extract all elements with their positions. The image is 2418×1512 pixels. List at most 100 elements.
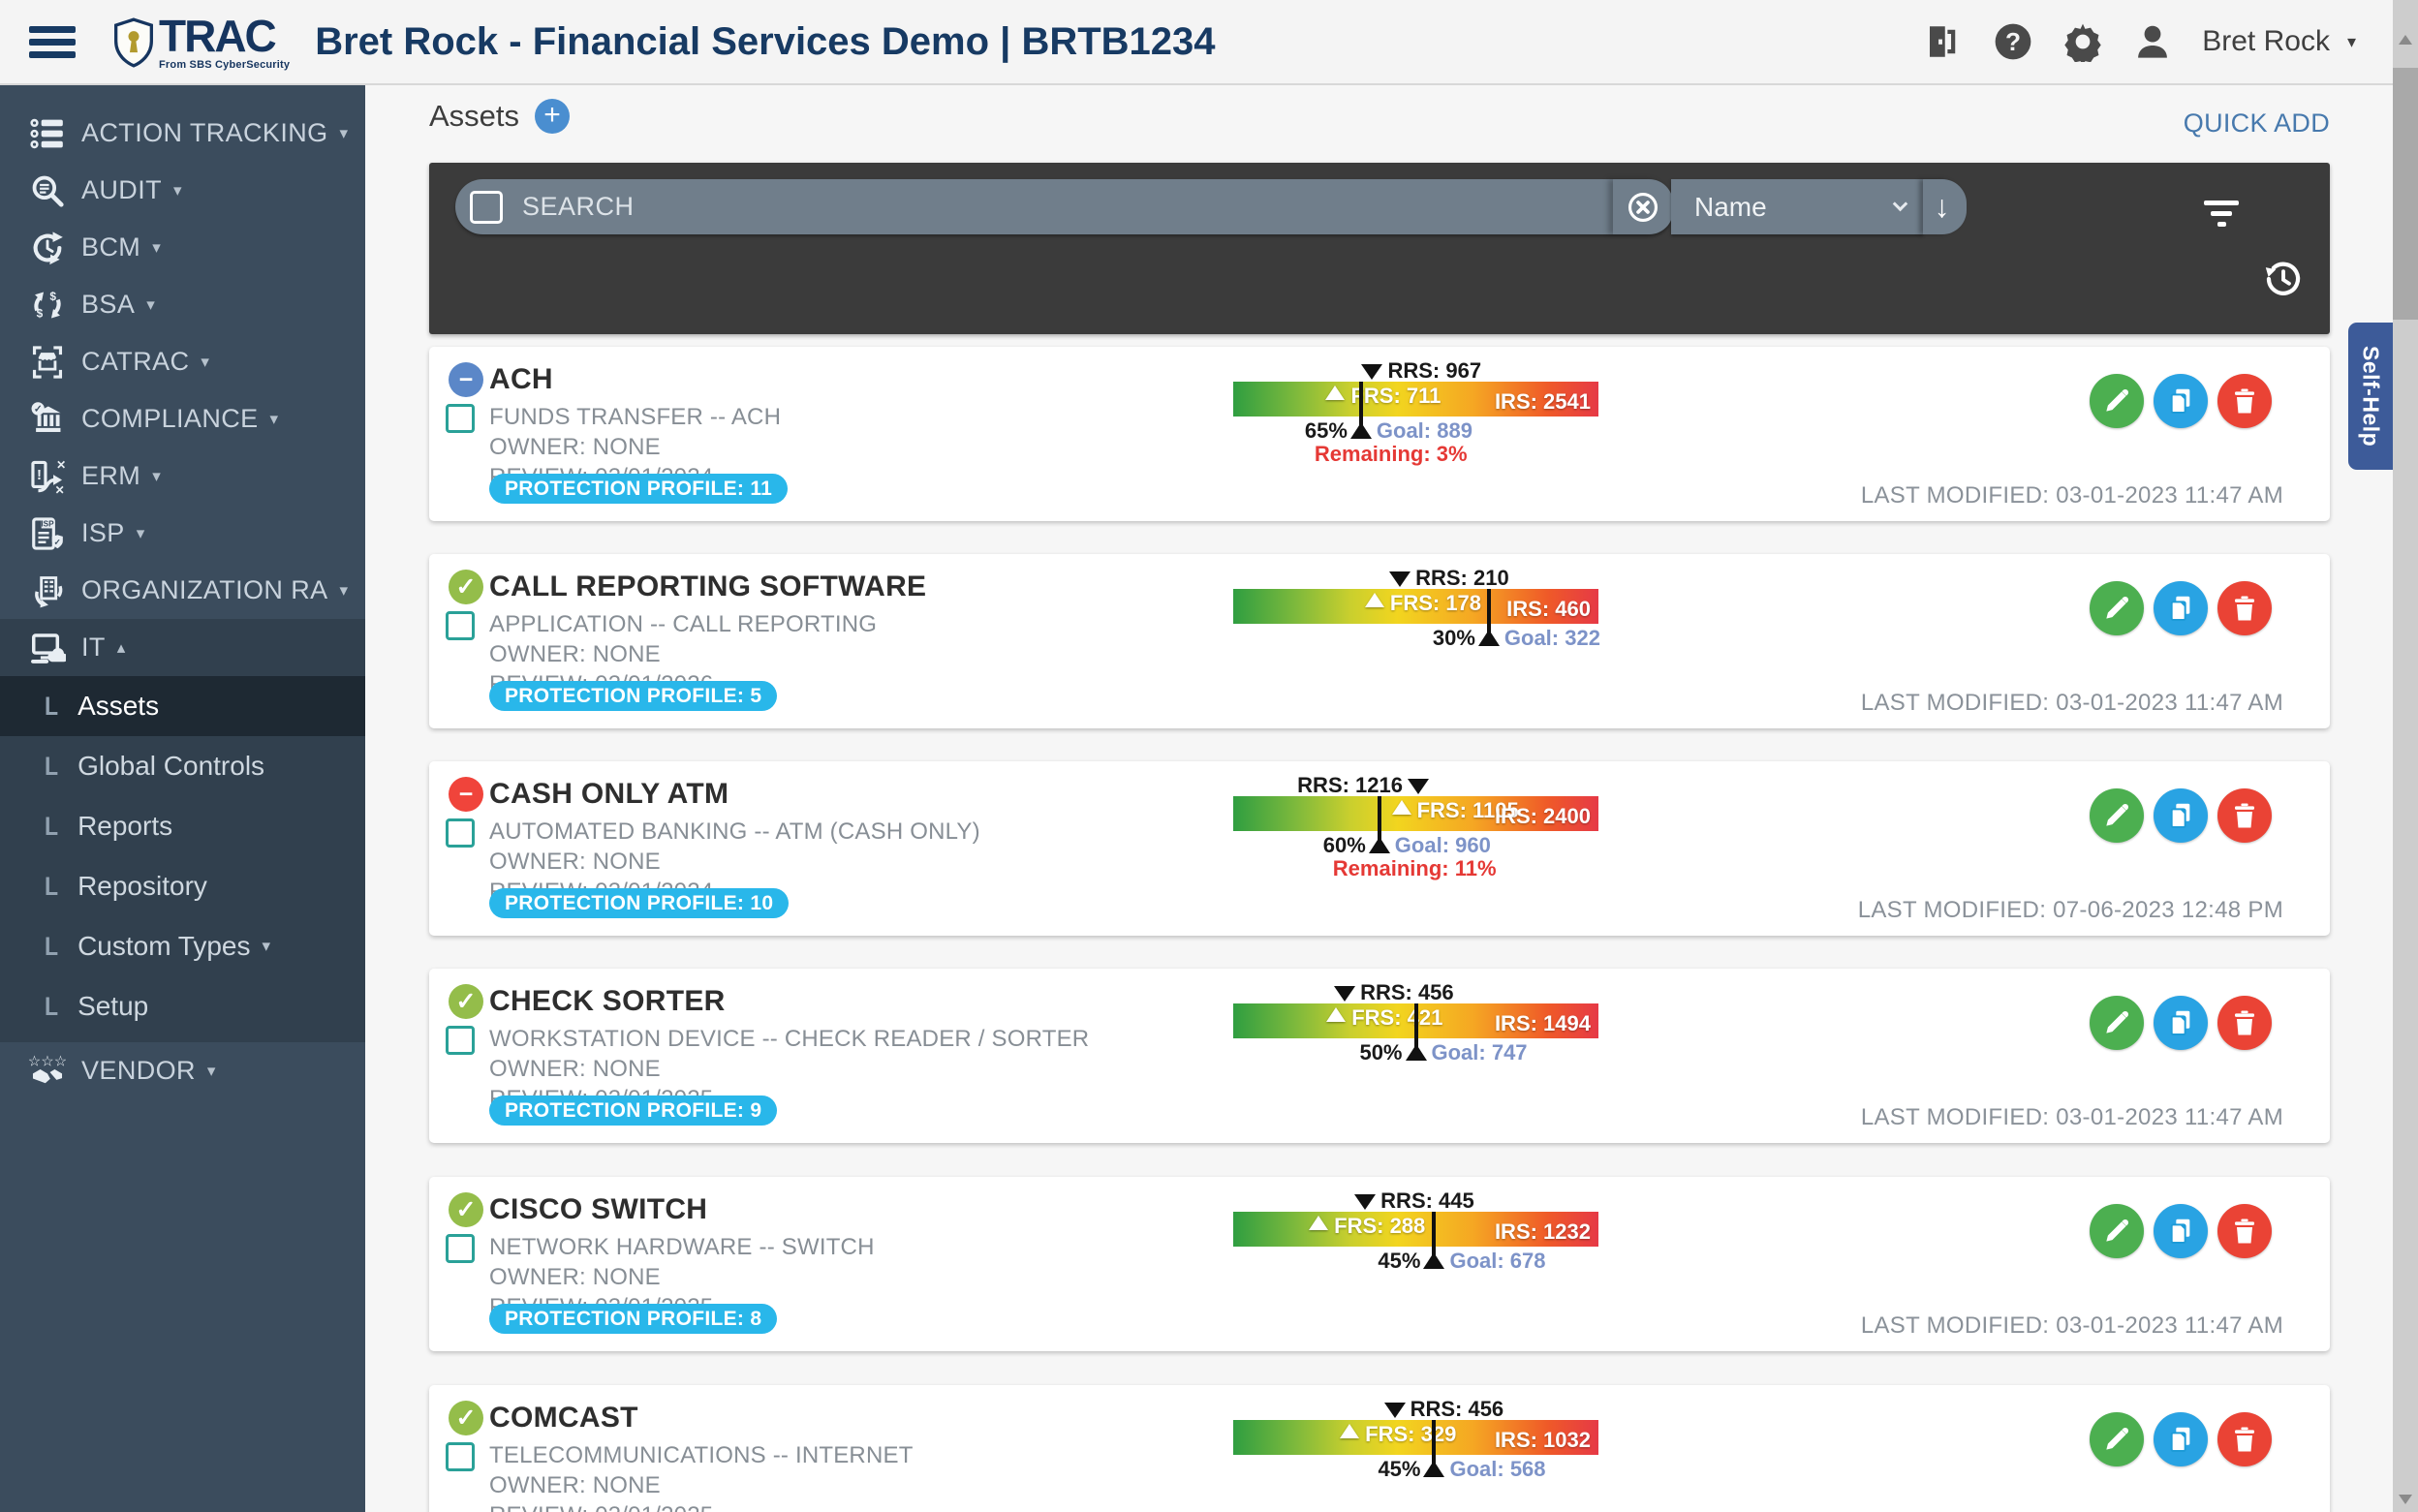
asset-name[interactable]: ACH — [489, 363, 553, 395]
sidebar-item-repository[interactable]: L Repository — [0, 856, 365, 916]
edit-button[interactable] — [2090, 1204, 2144, 1258]
asset-name[interactable]: CASH ONLY ATM — [489, 778, 729, 810]
scroll-down-icon[interactable] — [2399, 1495, 2412, 1504]
self-help-label: Self-Help — [2358, 345, 2384, 447]
rrs-marker-icon — [1408, 779, 1429, 794]
svg-text:✕: ✕ — [56, 458, 66, 472]
copy-button[interactable] — [2154, 374, 2208, 428]
protection-profile-badge: PROTECTION PROFILE: 5 — [489, 681, 778, 711]
sidebar-item-setup[interactable]: L Setup — [0, 976, 365, 1036]
sidebar-item-catrac[interactable]: CATRAC ▾ — [0, 333, 365, 390]
status-icon-green-check[interactable]: ✓ — [449, 570, 483, 604]
edit-button[interactable] — [2090, 996, 2144, 1050]
filter-button[interactable] — [2198, 190, 2245, 236]
asset-checkbox[interactable] — [446, 818, 475, 848]
copy-button[interactable] — [2154, 1412, 2208, 1466]
clear-search-button[interactable] — [1613, 179, 1673, 234]
sidebar-item-label: COMPLIANCE — [81, 404, 259, 433]
sidebar-item-custom-types[interactable]: L Custom Types ▾ — [0, 916, 365, 976]
edit-button[interactable] — [2090, 374, 2144, 428]
sort-field-select[interactable]: Name — [1671, 179, 1923, 234]
sidebar-item-assets[interactable]: L Assets — [0, 676, 365, 736]
delete-button[interactable] — [2217, 374, 2272, 428]
user-menu[interactable]: Bret Rock — [2202, 25, 2330, 57]
protection-profile-badge: PROTECTION PROFILE: 9 — [489, 1095, 778, 1126]
sidebar-item-global-controls[interactable]: L Global Controls — [0, 736, 365, 796]
asset-meta: AUTOMATED BANKING -- ATM (CASH ONLY) OWN… — [489, 817, 980, 907]
asset-card-comcast: ✓ COMCAST TELECOMMUNICATIONS -- INTERNET… — [429, 1385, 2330, 1512]
asset-checkbox[interactable] — [446, 404, 475, 433]
sidebar-item-isp[interactable]: ISP ✓ ISP ▾ — [0, 505, 365, 562]
sidebar-nav: ACTION TRACKING ▾ AUDIT ▾ BCM ▾ $ $ BSA ▾… — [0, 85, 365, 1512]
chevron-down-icon[interactable]: ▾ — [2346, 31, 2356, 51]
status-icon-red-minus[interactable]: − — [449, 777, 483, 812]
card-actions — [2090, 1412, 2272, 1466]
delete-button[interactable] — [2217, 996, 2272, 1050]
copy-button[interactable] — [2154, 1204, 2208, 1258]
scroll-up-icon[interactable] — [2399, 35, 2412, 45]
sort-direction-button[interactable]: ↓ — [1923, 179, 1967, 234]
add-asset-button[interactable]: + — [535, 99, 571, 134]
select-all-checkbox[interactable] — [470, 190, 503, 224]
scrollbar[interactable] — [2393, 0, 2418, 1512]
pencil-icon — [2106, 1219, 2129, 1242]
svg-text:✓: ✓ — [54, 537, 61, 546]
sidebar-item-vendor[interactable]: ☆☆☆ VENDOR ▾ — [0, 1042, 365, 1099]
status-icon-green-check[interactable]: ✓ — [449, 1192, 483, 1227]
risk-gradient-bar: FRS: 421 IRS: 1494 — [1233, 1003, 1598, 1054]
status-icon-green-check[interactable]: ✓ — [449, 984, 483, 1019]
asset-checkbox[interactable] — [446, 1234, 475, 1263]
quick-add-link[interactable]: QUICK ADD — [2183, 108, 2330, 138]
self-help-tab[interactable]: Self-Help — [2348, 323, 2393, 470]
asset-name[interactable]: CHECK SORTER — [489, 985, 726, 1017]
asset-checkbox[interactable] — [446, 1442, 475, 1471]
sidebar-item-organization-ra[interactable]: ORGANIZATION RA ▾ — [0, 562, 365, 619]
tree-branch-icon: L — [45, 931, 59, 961]
status-icon-green-check[interactable]: ✓ — [449, 1401, 483, 1435]
protection-profile-badge: PROTECTION PROFILE: 10 — [489, 888, 790, 918]
sidebar-item-compliance[interactable]: ✓ COMPLIANCE ▾ — [0, 390, 365, 447]
asset-checkbox[interactable] — [446, 611, 475, 640]
sidebar-item-it[interactable]: IT ▴ — [0, 619, 365, 676]
sidebar-item-bcm[interactable]: BCM ▾ — [0, 219, 365, 276]
search-input[interactable] — [522, 192, 1613, 222]
sidebar-item-bsa[interactable]: $ $ BSA ▾ — [0, 276, 365, 333]
filter-icon — [2204, 200, 2239, 205]
status-icon-blue-minus[interactable]: − — [449, 362, 483, 397]
svg-text:✕: ✕ — [55, 483, 65, 495]
risk-bar: RRS: 456 FRS: 421 IRS: 1494 50% Goal: 74… — [1233, 980, 1598, 1065]
risk-gradient-bar: FRS: 178 IRS: 460 — [1233, 589, 1598, 639]
rrs-marker-icon — [1334, 986, 1356, 1002]
asset-name[interactable]: COMCAST — [489, 1402, 638, 1434]
asset-name[interactable]: CALL REPORTING SOFTWARE — [489, 571, 927, 602]
sidebar-item-reports[interactable]: L Reports — [0, 796, 365, 856]
copy-button[interactable] — [2154, 996, 2208, 1050]
asset-checkbox[interactable] — [446, 1026, 475, 1055]
sidebar-item-audit[interactable]: AUDIT ▾ — [0, 162, 365, 219]
copy-button[interactable] — [2154, 788, 2208, 843]
edit-button[interactable] — [2090, 581, 2144, 635]
delete-button[interactable] — [2217, 1204, 2272, 1258]
sidebar-item-erm[interactable]: ! ✕ ✕ ERM ▾ — [0, 447, 365, 505]
asset-name[interactable]: CISCO SWITCH — [489, 1193, 708, 1225]
logout-door-icon[interactable] — [1923, 21, 1964, 62]
risk-bar: RRS: 456 FRS: 329 IRS: 1032 45% Goal: 56… — [1233, 1397, 1598, 1481]
help-icon[interactable]: ? — [1993, 21, 2033, 62]
irs-value: IRS: 1232 — [1494, 1219, 1591, 1244]
search-history-button[interactable] — [2263, 259, 2304, 299]
edit-button[interactable] — [2090, 1412, 2144, 1466]
user-avatar-icon[interactable] — [2132, 21, 2173, 62]
hamburger-menu-icon[interactable] — [29, 20, 76, 64]
frs-marker-icon — [1340, 1424, 1360, 1438]
copy-button[interactable] — [2154, 581, 2208, 635]
settings-gear-icon[interactable] — [2062, 21, 2103, 62]
delete-button[interactable] — [2217, 788, 2272, 843]
caret-icon: ▾ — [262, 937, 271, 955]
delete-button[interactable] — [2217, 1412, 2272, 1466]
scrollbar-thumb[interactable] — [2393, 68, 2418, 320]
delete-button[interactable] — [2217, 581, 2272, 635]
edit-button[interactable] — [2090, 788, 2144, 843]
sidebar-item-action-tracking[interactable]: ACTION TRACKING ▾ — [0, 105, 365, 162]
risk-gradient-bar: FRS: 1105 IRS: 2400 — [1233, 796, 1598, 847]
trac-logo[interactable]: TRAC From SBS CyberSecurity — [112, 14, 290, 71]
